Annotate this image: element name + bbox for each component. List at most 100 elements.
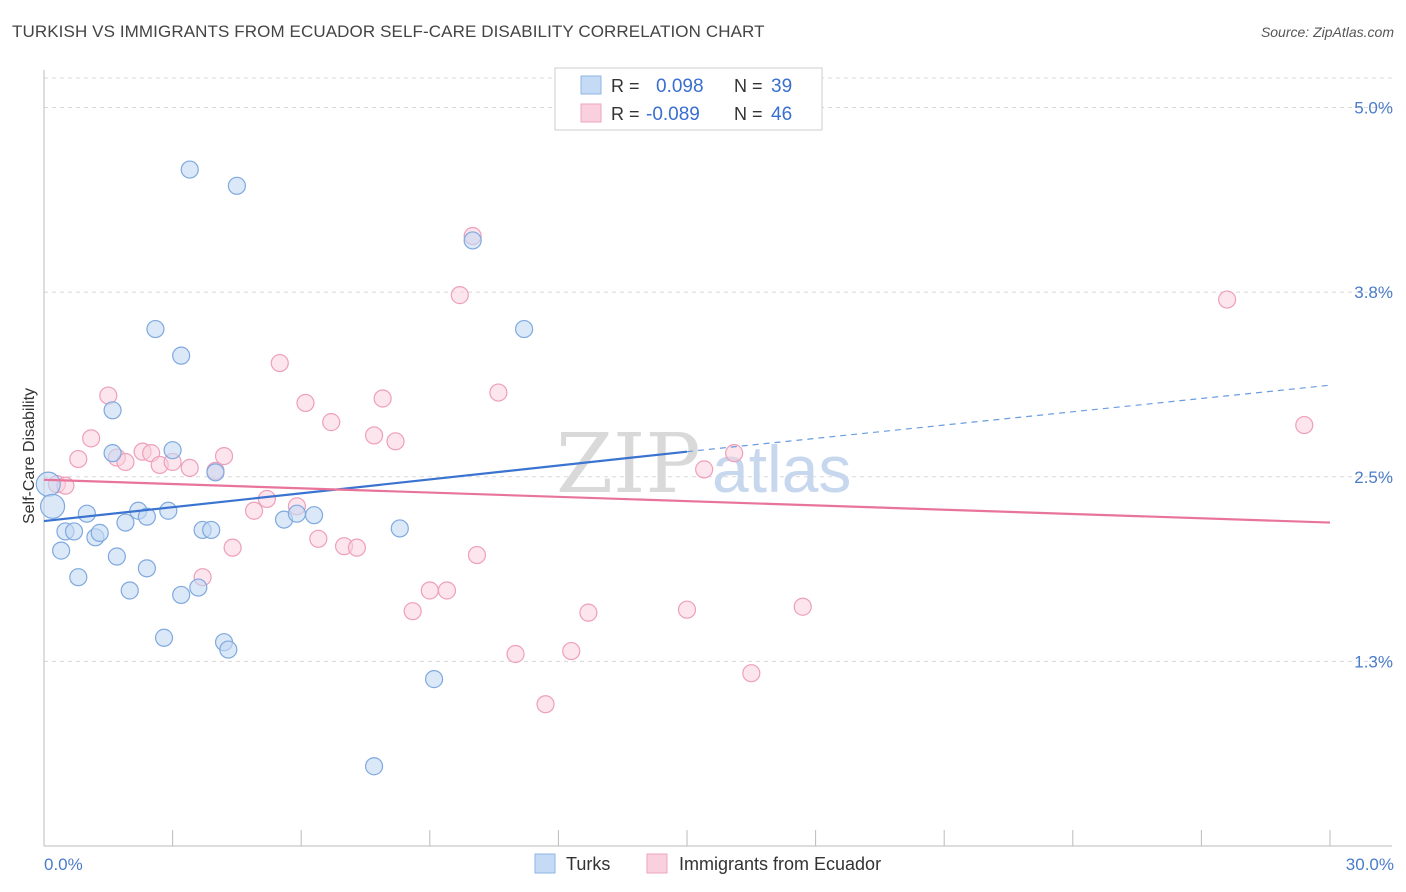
turks-point <box>206 463 225 482</box>
legend-n-value-turks: 39 <box>771 76 792 97</box>
chart-title: TURKISH VS IMMIGRANTS FROM ECUADOR SELF-… <box>12 22 765 41</box>
ecuador-point <box>386 432 405 451</box>
ecuador-point <box>322 413 341 432</box>
ecuador-point <box>373 389 392 408</box>
legend-r-value-ecuador: -0.089 <box>646 104 700 125</box>
ecuador-point <box>579 603 598 622</box>
ecuador-point <box>1218 290 1237 309</box>
ecuador-point <box>364 426 384 445</box>
legend-box: R = 0.098 N = 39 R = -0.089 N = 46 <box>554 67 823 131</box>
turks-point <box>304 506 324 525</box>
ecuador-point <box>214 446 234 466</box>
turks-point <box>137 559 156 578</box>
x-ticks <box>172 830 1331 846</box>
ecuador-point <box>793 597 812 616</box>
legend-r-value-turks: 0.098 <box>656 76 704 97</box>
turks-trend-extension <box>686 384 1331 453</box>
turks-point <box>463 231 482 250</box>
trend-lines <box>43 384 1331 524</box>
ecuador-point <box>116 452 135 472</box>
turks-point <box>202 520 221 540</box>
turks-point <box>163 441 182 460</box>
ecuador-trend-line <box>43 478 1331 524</box>
turks-point <box>39 493 66 519</box>
turks-point <box>227 176 246 195</box>
ecuador-point <box>677 600 697 619</box>
turks-point <box>69 568 88 587</box>
turks-point <box>52 541 71 560</box>
legend-n-label-ecuador: N = <box>734 104 763 124</box>
turks-point <box>159 501 178 520</box>
turks-point <box>64 522 84 541</box>
y-tick-labels: 1.3% 2.5% 3.8% 5.0% <box>1354 99 1393 672</box>
turks-point <box>103 401 122 420</box>
ecuador-point <box>1295 415 1314 435</box>
y-axis-label: Self-Care Disability <box>21 388 38 524</box>
turks-point <box>107 547 126 566</box>
turks-point <box>137 507 156 526</box>
x-tick-label-max: 30.0% <box>1346 855 1394 874</box>
ecuador-point <box>695 460 714 479</box>
turks-point <box>172 346 191 365</box>
turks-trend-line <box>43 450 688 523</box>
turks-point <box>77 504 96 523</box>
ecuador-point <box>223 538 242 557</box>
legend-n-value-ecuador: 46 <box>771 104 792 125</box>
watermark-zip: ZIP <box>556 417 701 512</box>
watermark-atlas: atlas <box>712 432 851 506</box>
bottom-legend-label-ecuador: Immigrants from Ecuador <box>679 854 881 874</box>
ecuador-point <box>82 429 101 448</box>
ecuador-point <box>742 664 761 683</box>
turks-point <box>116 513 135 532</box>
turks-point <box>120 581 139 600</box>
ecuador-point <box>180 458 199 478</box>
ecuador-point <box>347 538 367 557</box>
turks-point <box>364 757 384 776</box>
ecuador-point <box>244 501 264 520</box>
turks-point <box>90 523 109 542</box>
turks-point <box>154 628 174 647</box>
ecuador-point <box>270 353 289 373</box>
turks-point <box>219 640 238 659</box>
legend-n-label-turks: N = <box>734 76 763 96</box>
ecuador-point <box>309 529 328 548</box>
ecuador-point <box>437 581 457 600</box>
ecuador-point <box>467 545 487 565</box>
y-tick-label: 2.5% <box>1354 468 1393 487</box>
bottom-legend: Turks Immigrants from Ecuador <box>534 853 881 874</box>
turks-point <box>424 670 444 689</box>
turks-point <box>172 585 191 605</box>
axes <box>43 70 1392 847</box>
bottom-legend-label-turks: Turks <box>566 854 610 874</box>
ecuador-point <box>403 602 422 621</box>
turks-point <box>146 319 165 339</box>
turks-point <box>35 471 61 497</box>
turks-point <box>180 160 199 179</box>
grid-lines <box>44 77 1392 662</box>
ecuador-point <box>69 449 88 469</box>
ecuador-point <box>506 644 525 664</box>
bottom-legend-swatch-ecuador <box>646 853 668 874</box>
y-tick-label: 1.3% <box>1354 652 1393 671</box>
turks-point <box>390 519 409 538</box>
legend-swatch-ecuador <box>580 103 602 123</box>
legend-r-label-turks: R = <box>611 76 640 96</box>
ecuador-point <box>257 489 277 509</box>
ecuador-point <box>562 641 581 661</box>
source-label: Source: ZipAtlas.com <box>1260 24 1394 40</box>
turks-point <box>287 504 307 523</box>
turks-point <box>515 319 534 339</box>
legend-swatch-turks <box>580 75 602 95</box>
turks-point <box>189 578 208 597</box>
turks-point <box>103 444 122 463</box>
watermark: ZIP atlas <box>556 417 851 512</box>
series-turks-points <box>35 160 534 776</box>
ecuador-point <box>489 383 508 402</box>
legend-r-label-ecuador: R = <box>611 104 640 124</box>
ecuador-point <box>536 695 555 714</box>
ecuador-point <box>420 581 439 600</box>
ecuador-point <box>725 444 744 463</box>
x-tick-label-min: 0.0% <box>44 855 83 874</box>
ecuador-point <box>296 393 315 413</box>
